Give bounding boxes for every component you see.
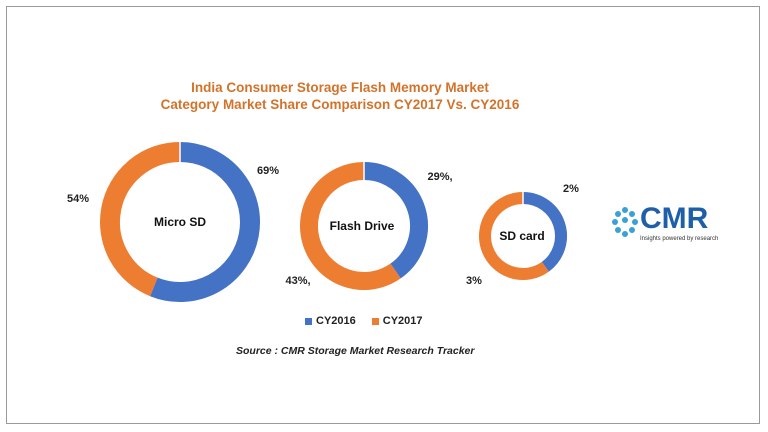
donut-center-label-1: Flash Drive: [330, 219, 395, 233]
chart-title-line1: India Consumer Storage Flash Memory Mark…: [191, 80, 489, 95]
donut-segment-cy2017-2: [479, 192, 549, 280]
cmr-logo-tagline: Insights powered by research: [640, 236, 719, 242]
donut-segment-cy2017-1: [300, 162, 401, 290]
legend-item-cy2017: CY2017: [371, 315, 423, 327]
cmr-logo-icon: [612, 207, 638, 237]
data-label-cy2016-2: 2%: [563, 183, 579, 195]
chart-title-line2: Category Market Share Comparison CY2017 …: [160, 97, 520, 112]
data-label-cy2016-0: 69%: [257, 165, 279, 177]
legend-label-cy2016: CY2016: [316, 315, 356, 327]
donut-segment-cy2016-1: [363, 162, 428, 279]
legend-item-cy2016: CY2016: [305, 315, 356, 327]
chart-frame: [6, 6, 760, 424]
donut-segment-cy2016-0: [150, 142, 260, 302]
donut-center-label-0: Micro SD: [154, 215, 206, 229]
data-label-cy2017-1: 43%,: [285, 275, 310, 287]
legend-label-cy2017: CY2017: [382, 315, 423, 327]
donut-segment-cy2016-2: [522, 192, 567, 272]
data-label-cy2017-0: 54%: [67, 193, 89, 205]
legend-swatch-cy2016: [305, 317, 312, 325]
cmr-logo-text: CMR: [640, 202, 709, 235]
legend-swatch-cy2017: [371, 317, 379, 325]
data-label-cy2016-1: 29%,: [427, 171, 452, 183]
legend: CY2016 CY2017: [305, 315, 423, 327]
donut-center-label-2: SD card: [499, 229, 544, 243]
data-label-cy2017-2: 3%: [466, 275, 482, 287]
donut-segment-cy2017-0: [100, 142, 181, 297]
source-note: Source : CMR Storage Market Research Tra…: [236, 345, 475, 357]
